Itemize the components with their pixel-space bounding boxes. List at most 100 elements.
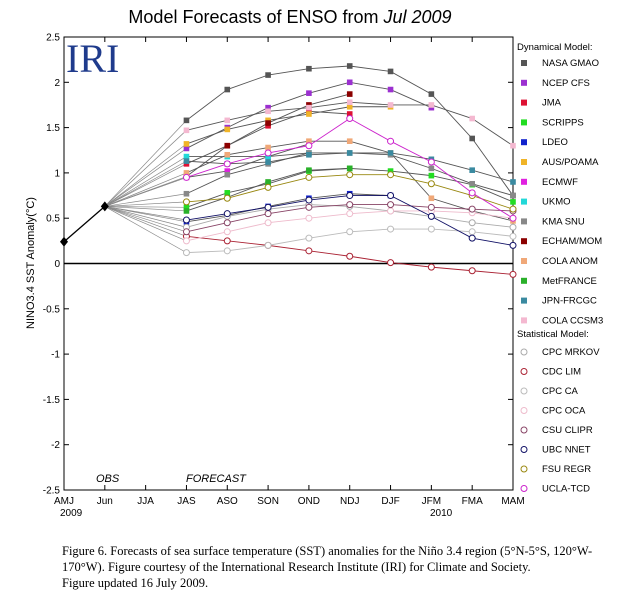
data-point [427, 180, 435, 188]
data-point [182, 173, 190, 181]
data-point [306, 90, 312, 96]
obs-label: OBS [96, 473, 120, 485]
series-connector [104, 193, 187, 207]
y-tick-label: 0.5 [46, 214, 60, 225]
data-point [306, 138, 312, 144]
data-point [509, 223, 517, 231]
enso-forecast-figure: Model Forecasts of ENSO from Jul 2009 IR… [25, 7, 603, 519]
legend-swatch [521, 238, 527, 245]
data-point [183, 145, 190, 152]
data-point [264, 149, 272, 157]
x-tick-label: NDJ [340, 496, 359, 507]
data-point [427, 263, 435, 271]
legend-item: CPC MRKOV [520, 347, 600, 358]
legend-label: UBC NNET [542, 445, 591, 456]
data-point [183, 204, 190, 211]
legend-label: FSU REGR [542, 464, 591, 475]
series-connector [104, 206, 187, 253]
legend-item: KMA SNU [521, 216, 585, 227]
data-point [346, 150, 353, 156]
y-tick-label: 1 [54, 168, 60, 179]
series-line [186, 143, 310, 178]
legend-label: UCLA-TCD [542, 484, 590, 495]
data-point [224, 86, 231, 93]
data-point [265, 159, 271, 165]
data-point [265, 72, 271, 78]
series-layer [104, 63, 517, 278]
series-metfrance [104, 165, 353, 214]
data-point [427, 225, 435, 233]
data-point [469, 115, 475, 122]
legend-swatch [520, 446, 528, 453]
data-point [468, 267, 476, 275]
legend-swatch [520, 368, 528, 375]
data-point [306, 104, 312, 111]
legend-label: CPC MRKOV [542, 347, 600, 358]
enso-plume-chart: Model Forecasts of ENSO from Jul 2009 IR… [25, 7, 603, 519]
data-point [427, 203, 435, 211]
y-tick-label: -1.5 [43, 395, 61, 406]
legend-item: LDEO [521, 137, 568, 148]
legend-item: SCRIPPS [521, 117, 584, 128]
data-point [306, 65, 312, 72]
data-point [346, 165, 353, 172]
series-connector [104, 130, 187, 207]
data-point [306, 167, 312, 173]
series-connector [104, 156, 187, 207]
caption-text: Figure 6. Forecasts of sea surface tempe… [62, 544, 593, 574]
legend-label: CDC LIM [542, 367, 581, 378]
legend-label: CPC OCA [542, 406, 586, 417]
series-line [186, 152, 309, 158]
legend-item: COLA ANOM [521, 256, 598, 267]
x-tick-label: Jun [97, 496, 113, 507]
data-point [510, 192, 516, 199]
data-point [305, 247, 313, 255]
series-connector [104, 177, 187, 207]
legend-item: CPC OCA [520, 406, 586, 417]
data-point [509, 205, 517, 213]
series-line [186, 193, 391, 223]
legend-item: ECMWF [521, 177, 578, 188]
data-point [387, 171, 395, 179]
data-point [224, 142, 231, 149]
y-axis-label: NINO3.4 SST Anomaly(°C) [25, 197, 37, 329]
legend-swatch [521, 198, 527, 205]
y-tick-label: 1.5 [46, 123, 60, 134]
legend-label: KMA SNU [542, 216, 585, 227]
legend-label: AUS/POAMA [542, 157, 599, 168]
data-point [224, 168, 231, 174]
y-tick-label: -2 [51, 440, 60, 451]
x-tick-label: ASO [217, 496, 238, 507]
data-point [387, 259, 395, 267]
data-point [346, 79, 353, 86]
series-connector [104, 163, 187, 207]
data-point [509, 270, 517, 278]
data-point [224, 151, 231, 158]
data-point [183, 170, 190, 176]
data-point [264, 183, 272, 191]
series-cola-ccsm3 [104, 99, 516, 207]
data-point [305, 214, 313, 222]
observed-layer [60, 201, 109, 247]
legend-swatch [520, 407, 528, 414]
data-point [183, 141, 190, 147]
data-point [387, 86, 394, 93]
data-point [264, 241, 272, 249]
iri-logo: IRI [66, 36, 119, 81]
legend-swatch [521, 60, 527, 66]
data-point [428, 172, 435, 179]
data-point [224, 117, 231, 124]
data-point [305, 173, 313, 181]
data-point [469, 180, 475, 187]
series-connector [104, 206, 187, 233]
legend-label: CPC CA [542, 386, 579, 397]
legend-item: NASA GMAO [521, 58, 599, 69]
legend-swatch [521, 119, 527, 126]
data-point [223, 237, 231, 245]
data-point [346, 201, 354, 209]
data-point [428, 165, 435, 172]
legend-item: CPC CA [520, 386, 579, 397]
data-point [387, 225, 395, 233]
series-connector [104, 143, 187, 207]
legend-swatch [520, 426, 528, 434]
